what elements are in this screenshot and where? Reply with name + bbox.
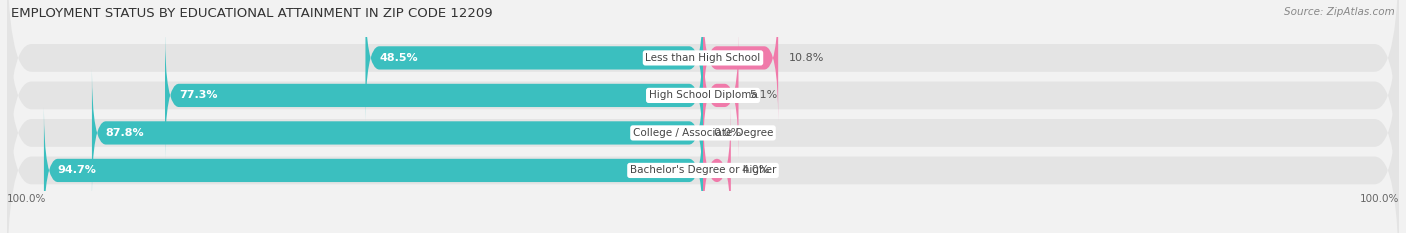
FancyBboxPatch shape <box>7 53 1399 233</box>
FancyBboxPatch shape <box>44 107 703 233</box>
Text: EMPLOYMENT STATUS BY EDUCATIONAL ATTAINMENT IN ZIP CODE 12209: EMPLOYMENT STATUS BY EDUCATIONAL ATTAINM… <box>11 7 494 20</box>
Text: College / Associate Degree: College / Associate Degree <box>633 128 773 138</box>
Text: 100.0%: 100.0% <box>1360 194 1399 204</box>
Text: Bachelor's Degree or higher: Bachelor's Degree or higher <box>630 165 776 175</box>
FancyBboxPatch shape <box>7 0 1399 213</box>
Text: 100.0%: 100.0% <box>7 194 46 204</box>
Text: 94.7%: 94.7% <box>58 165 97 175</box>
FancyBboxPatch shape <box>7 0 1399 175</box>
FancyBboxPatch shape <box>7 16 1399 233</box>
Text: 87.8%: 87.8% <box>105 128 145 138</box>
Text: 4.0%: 4.0% <box>741 165 769 175</box>
FancyBboxPatch shape <box>703 107 731 233</box>
FancyBboxPatch shape <box>703 32 738 159</box>
Text: 0.0%: 0.0% <box>713 128 742 138</box>
Text: Source: ZipAtlas.com: Source: ZipAtlas.com <box>1284 7 1395 17</box>
FancyBboxPatch shape <box>703 0 778 121</box>
Text: 48.5%: 48.5% <box>380 53 418 63</box>
Text: 77.3%: 77.3% <box>179 90 218 100</box>
Text: 10.8%: 10.8% <box>789 53 824 63</box>
FancyBboxPatch shape <box>366 0 703 121</box>
Text: Less than High School: Less than High School <box>645 53 761 63</box>
FancyBboxPatch shape <box>165 32 703 159</box>
Text: 5.1%: 5.1% <box>749 90 778 100</box>
Text: High School Diploma: High School Diploma <box>648 90 758 100</box>
FancyBboxPatch shape <box>91 69 703 196</box>
